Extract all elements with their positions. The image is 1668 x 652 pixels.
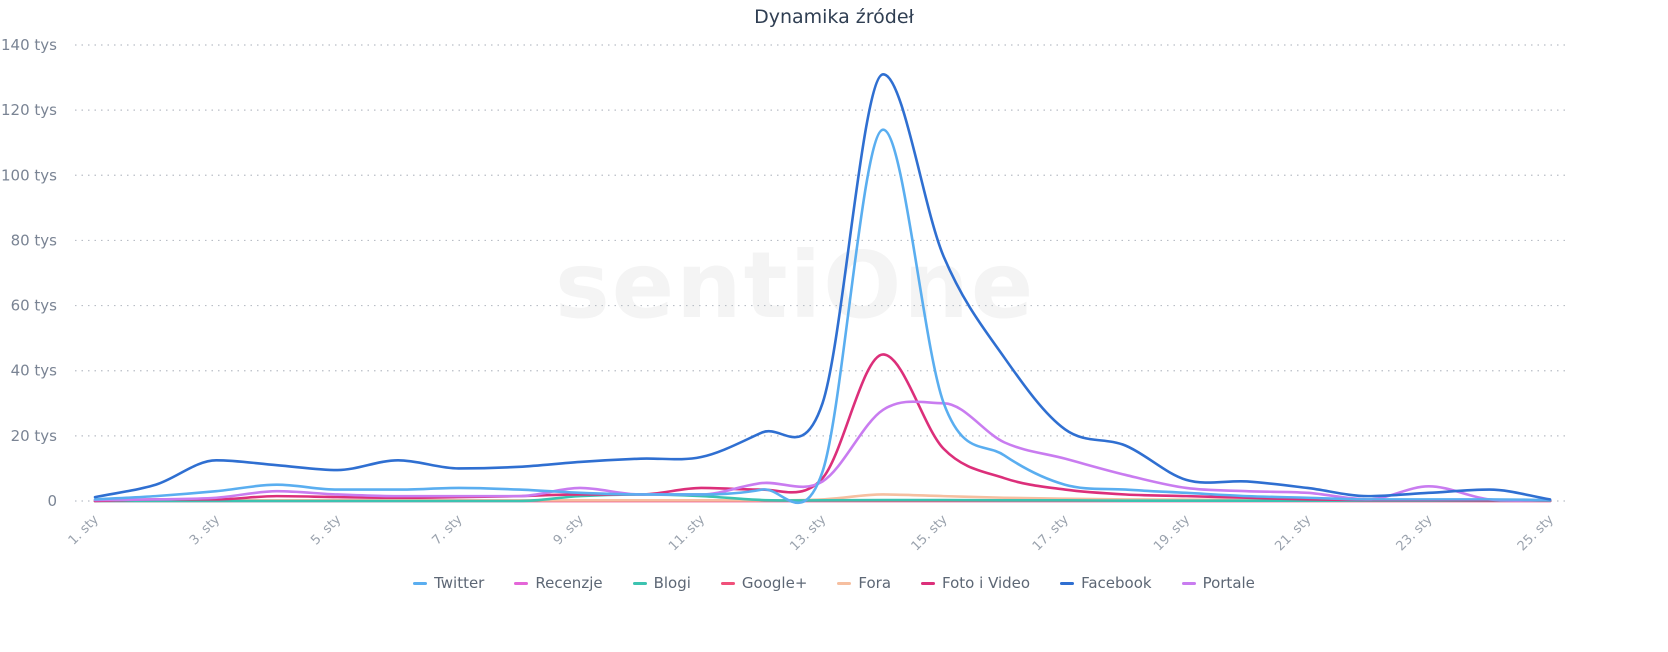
y-tick-label: 120 tys xyxy=(1,101,57,119)
x-tick-label: 25. sty xyxy=(1515,512,1557,554)
x-tick-label: 1. sty xyxy=(66,512,102,548)
x-tick-label: 9. sty xyxy=(551,512,587,548)
legend-item[interactable]: Foto i Video xyxy=(921,574,1030,592)
series-line-foto-i-video xyxy=(93,353,1552,503)
y-tick-label: 40 tys xyxy=(11,362,58,380)
legend: Twitter Recenzje Blogi Google+ Fora Foto i Vi… xyxy=(0,574,1668,592)
y-tick-label: 100 tys xyxy=(1,166,57,184)
series-line-portale xyxy=(93,400,1552,502)
x-tick-label: 7. sty xyxy=(429,512,465,548)
legend-item[interactable]: Facebook xyxy=(1060,574,1152,592)
legend-label: Twitter xyxy=(434,574,485,592)
chart-title: Dynamika źródeł xyxy=(754,6,914,28)
legend-swatch xyxy=(1060,581,1075,585)
legend-item[interactable]: Blogi xyxy=(632,574,691,592)
legend-label: Blogi xyxy=(653,574,691,592)
legend-item[interactable]: Twitter xyxy=(413,574,484,592)
x-tick-label: 13. sty xyxy=(787,512,829,554)
x-tick-label: 19. sty xyxy=(1151,512,1193,554)
legend-swatch xyxy=(632,581,647,585)
legend-item[interactable]: Recenzje xyxy=(514,574,603,592)
y-tick-label: 20 tys xyxy=(11,427,58,445)
series-line-blogi xyxy=(93,493,1552,503)
y-tick-label: 140 tys xyxy=(1,36,57,54)
legend-label: Portale xyxy=(1202,574,1255,592)
x-tick-label: 3. sty xyxy=(187,512,223,548)
legend-swatch xyxy=(837,581,852,585)
legend-swatch xyxy=(1181,581,1196,585)
legend-swatch xyxy=(921,581,936,585)
x-tick-label: 15. sty xyxy=(909,512,951,554)
y-tick-label: 0 xyxy=(47,492,57,510)
legend-swatch xyxy=(514,581,529,585)
y-tick-label: 60 tys xyxy=(11,297,58,315)
legend-label: Recenzje xyxy=(535,574,603,592)
x-tick-label: 23. sty xyxy=(1394,512,1436,554)
x-tick-label: 11. sty xyxy=(666,512,708,554)
series-line-facebook xyxy=(93,73,1552,501)
series-line-twitter xyxy=(93,128,1552,505)
watermark-logo: sentiOne xyxy=(555,232,1036,339)
legend-label: Fora xyxy=(858,574,892,592)
legend-swatch xyxy=(720,581,735,585)
y-tick-label: 80 tys xyxy=(11,231,58,249)
legend-label: Foto i Video xyxy=(942,574,1031,592)
legend-label: Facebook xyxy=(1081,574,1152,592)
legend-swatch xyxy=(413,581,428,585)
legend-item[interactable]: Google+ xyxy=(720,574,808,592)
legend-item[interactable]: Fora xyxy=(837,574,891,592)
x-tick-label: 5. sty xyxy=(308,512,344,548)
x-tick-label: 21. sty xyxy=(1272,512,1314,554)
legend-item[interactable]: Portale xyxy=(1181,574,1255,592)
x-tick-label: 17. sty xyxy=(1030,512,1072,554)
legend-label: Google+ xyxy=(741,574,808,592)
